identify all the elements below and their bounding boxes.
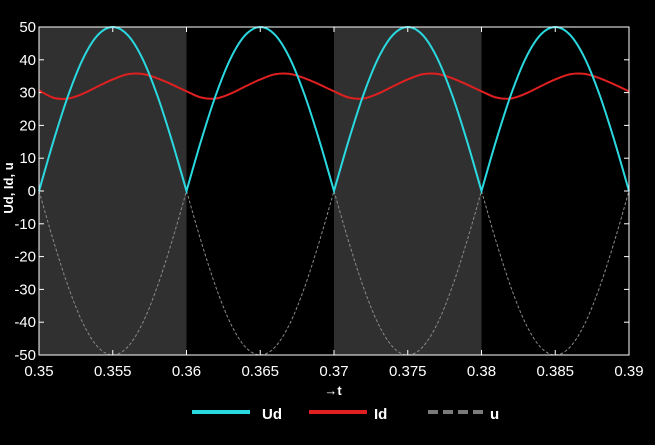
legend-label-ud: Ud xyxy=(262,406,282,423)
series-line-u xyxy=(38,189,630,356)
x-tick-label: 0.375 xyxy=(389,363,427,380)
plot-frame xyxy=(38,26,630,356)
legend: Ud Id u xyxy=(192,406,499,423)
y-tick-label: 0 xyxy=(28,183,36,200)
y-tick-label: 40 xyxy=(19,52,36,69)
legend-label-u: u xyxy=(490,406,499,423)
y-tick-label: -20 xyxy=(14,249,36,266)
y-tick-label: -40 xyxy=(14,314,36,331)
shaded-regions xyxy=(39,27,482,355)
y-tick-label: 30 xyxy=(19,85,36,102)
x-tick-label: 0.35 xyxy=(24,363,53,380)
x-axis-label: →t xyxy=(324,383,342,398)
y-tick-labels: 50 40 30 20 10 0 -10 -20 -30 -40 -50 xyxy=(14,19,36,364)
y-axis-label: Ud, Id, u xyxy=(1,162,16,213)
axes xyxy=(38,26,630,356)
x-tick-label: 0.355 xyxy=(94,363,132,380)
x-tick-labels: 0.35 0.355 0.36 0.365 0.37 0.375 0.38 0.385 0.39 xyxy=(24,363,643,380)
x-tick-label: 0.385 xyxy=(536,363,574,380)
legend-label-id: Id xyxy=(374,406,387,423)
series-lines xyxy=(38,25,630,356)
x-tick-label: 0.38 xyxy=(467,363,496,380)
y-tick-label: 10 xyxy=(19,150,36,167)
y-tick-label: -10 xyxy=(14,216,36,233)
x-tick-label: 0.39 xyxy=(614,363,643,380)
y-tick-label: -50 xyxy=(14,347,36,364)
x-tick-label: 0.365 xyxy=(241,363,279,380)
shaded-region-1 xyxy=(39,27,187,355)
y-tick-label: -30 xyxy=(14,281,36,298)
x-tick-label: 0.36 xyxy=(172,363,201,380)
shaded-region-2 xyxy=(334,27,482,355)
y-tick-label: 50 xyxy=(19,19,36,36)
x-tick-label: 0.37 xyxy=(319,363,348,380)
y-tick-label: 20 xyxy=(19,117,36,134)
